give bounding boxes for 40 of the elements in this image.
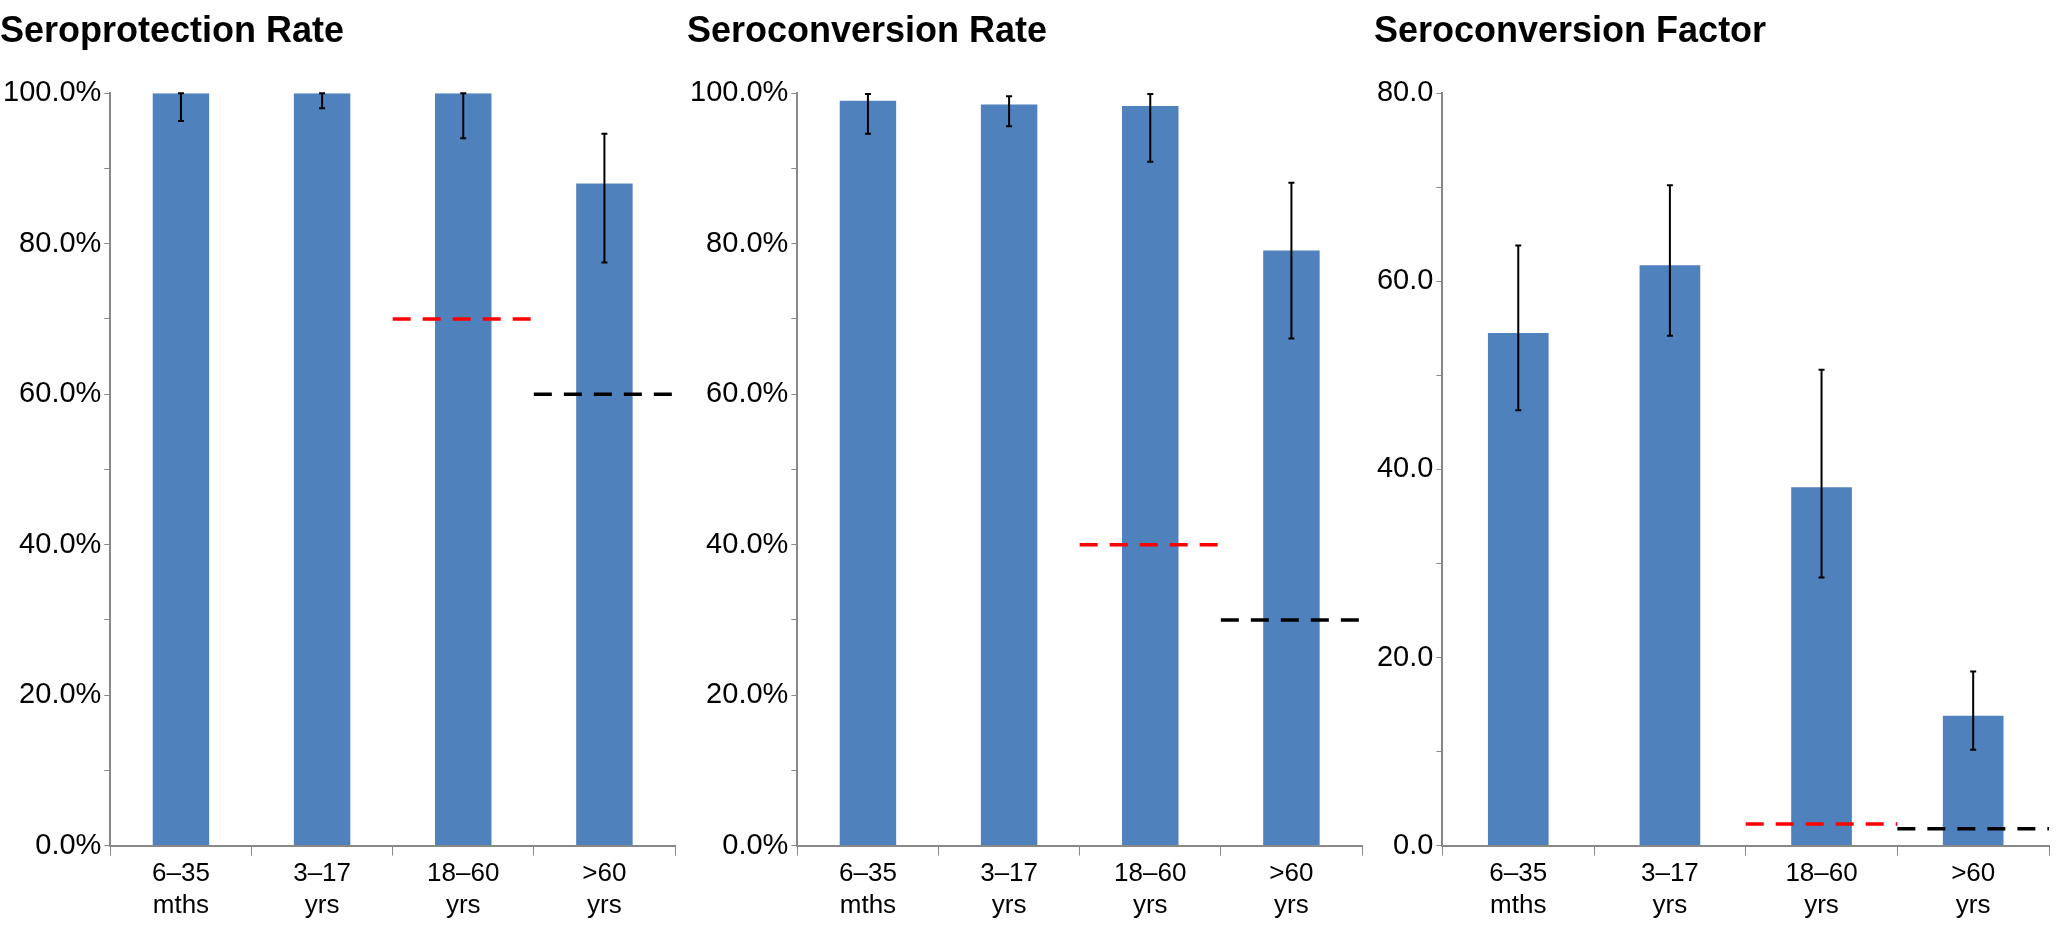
x-tick-label: 6–35 mths — [839, 857, 897, 919]
y-tick-label: 80.0 — [1376, 75, 1434, 108]
y-tick-label: 0.0% — [722, 827, 789, 860]
bar — [1639, 265, 1701, 846]
y-tick-label: 100.0% — [3, 75, 102, 108]
x-tick-label: >60 yrs — [582, 857, 627, 919]
x-tick-label: 3–17 yrs — [293, 857, 352, 919]
y-tick-label: 60.0 — [1376, 263, 1434, 296]
x-tick-label: 6–35 mths — [152, 857, 210, 919]
y-tick-label: 0.0 — [1393, 827, 1434, 860]
y-tick-label: 40.0% — [19, 526, 102, 559]
y-tick-label: 40.0% — [706, 526, 789, 559]
x-tick-label: 3–17 yrs — [980, 857, 1039, 919]
bar — [1122, 105, 1179, 846]
y-tick-label: 40.0 — [1376, 451, 1434, 484]
y-tick-label: 80.0% — [706, 225, 789, 258]
x-tick-label: >60 yrs — [1269, 857, 1314, 919]
chart-title: Seroconversion Factor — [1374, 8, 1767, 50]
y-tick-label: 20.0 — [1376, 639, 1434, 672]
x-tick-label: 18–60 yrs — [1114, 857, 1187, 919]
y-tick-label: 60.0% — [706, 376, 789, 409]
bar — [839, 100, 897, 846]
x-tick-label: 18–60 yrs — [427, 857, 500, 919]
y-tick-label: 100.0% — [690, 75, 789, 108]
y-tick-label: 20.0% — [19, 677, 102, 710]
x-tick-label: 18–60 yrs — [1785, 857, 1858, 919]
y-tick-label: 60.0% — [19, 376, 102, 409]
y-tick-label: 20.0% — [706, 677, 789, 710]
x-tick-label: 3–17 yrs — [1640, 857, 1699, 919]
y-tick-label: 80.0% — [19, 225, 102, 258]
x-tick-label: 6–35 mths — [1489, 857, 1548, 919]
chart-title: Seroconversion Rate — [687, 8, 1048, 50]
bar — [1487, 333, 1549, 846]
y-tick-label: 0.0% — [35, 827, 102, 860]
bar — [1791, 487, 1852, 846]
bar — [980, 104, 1038, 846]
x-tick-label: >60 yrs — [1951, 857, 1996, 919]
bar — [1263, 250, 1320, 846]
bar — [1942, 715, 2004, 846]
chart-title: Seroprotection Rate — [0, 8, 345, 50]
